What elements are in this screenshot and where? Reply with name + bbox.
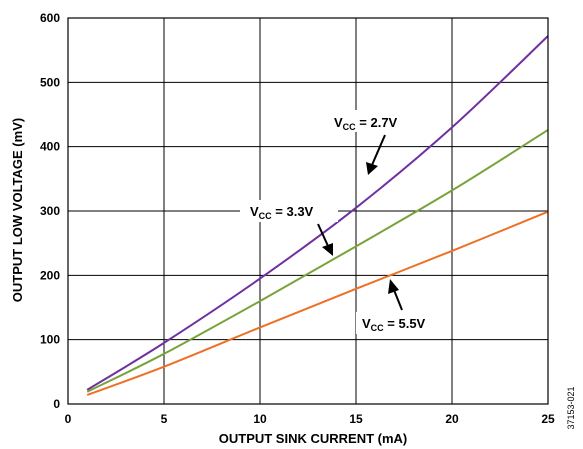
y-tick-label: 200 <box>40 268 60 282</box>
x-tick-label: 15 <box>349 412 363 426</box>
annotation-label-2-7: VCC = 2.7V <box>334 115 398 132</box>
y-axis-title: OUTPUT LOW VOLTAGE (mV) <box>10 118 25 302</box>
x-tick-label: 25 <box>541 412 555 426</box>
annotation-bg-3-3 <box>240 200 338 222</box>
annotation-bg-2-7 <box>328 110 416 132</box>
x-tick-label: 20 <box>445 412 459 426</box>
y-tick-label: 600 <box>40 11 60 25</box>
x-tick-label: 0 <box>65 412 72 426</box>
annotation-bg-5-5 <box>356 312 446 334</box>
annotation-vcc-3-3: VCC = 3.3V <box>240 200 338 256</box>
y-tick-label: 500 <box>40 75 60 89</box>
y-tick-label: 100 <box>40 333 60 347</box>
annotation-arrow-line-2-7 <box>371 134 386 166</box>
annotation-arrowhead-2-7 <box>366 162 378 175</box>
annotation-arrow-line-5-5 <box>393 289 403 311</box>
annotation-label-3-3: VCC = 3.3V <box>250 204 314 221</box>
x-tick-label: 10 <box>253 412 267 426</box>
series-layer <box>86 35 549 396</box>
y-tick-label: 400 <box>40 140 60 154</box>
series-line-1 <box>86 129 549 393</box>
series-line-2 <box>86 210 549 396</box>
plot-frame <box>67 17 549 405</box>
tick-labels: 0 5 10 15 20 25 0 100 200 300 400 500 600 <box>40 11 555 426</box>
annotation-arrowhead-5-5 <box>388 279 399 294</box>
annotation-arrowhead-3-3 <box>322 243 333 256</box>
annotation-vcc-5-5: VCC = 5.5V <box>356 279 446 334</box>
y-tick-label: 300 <box>40 204 60 218</box>
figure-code: 37153-021 <box>566 386 576 429</box>
series-line-0 <box>86 35 549 391</box>
x-axis-title: OUTPUT SINK CURRENT (mA) <box>219 431 408 446</box>
annotation-arrow-line-3-3 <box>317 223 329 247</box>
x-tick-label: 5 <box>161 412 168 426</box>
annotation-vcc-2-7: VCC = 2.7V <box>328 110 416 175</box>
annotation-label-5-5: VCC = 5.5V <box>362 316 426 333</box>
y-tick-label: 0 <box>53 397 60 411</box>
